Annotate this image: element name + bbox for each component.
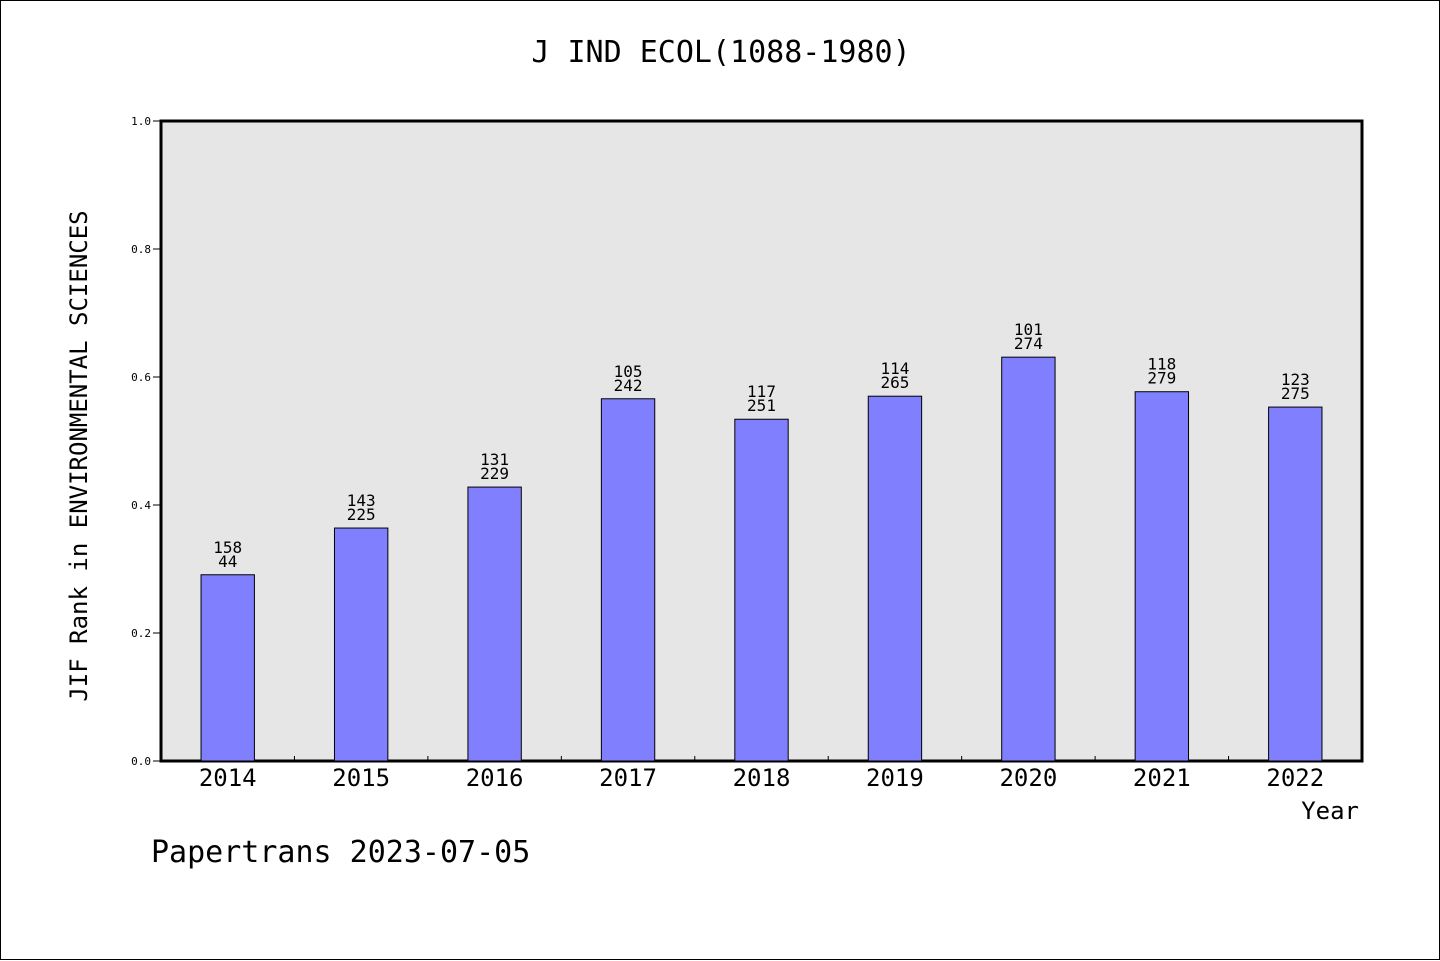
y-axis-label: JIF Rank in ENVIRONMENTAL SCIENCES [65,210,93,702]
bar-2021 [1134,391,1190,762]
chart-title: J IND ECOL(1088-1980) [531,35,911,70]
bar-2016 [467,486,522,762]
data-label-rank-2017: 105 [614,362,643,381]
bar-2018 [734,418,789,762]
data-label-rank-2018: 117 [747,382,776,401]
x-tick-label-2020: 2020 [999,764,1057,792]
bar-2022 [1268,406,1323,762]
x-tick-label-2017: 2017 [599,764,657,792]
x-tick-label-2016: 2016 [466,764,524,792]
x-tick-label-2021: 2021 [1133,764,1191,792]
x-tick-label-2022: 2022 [1266,764,1324,792]
y-tick-label-0.4: 0.4 [131,499,151,512]
data-label-rank-2016: 131 [480,450,509,469]
data-label-total-2015: 225 [347,505,376,524]
y-tick-label-0.6: 0.6 [131,371,151,384]
y-tick-label-0.8: 0.8 [131,243,151,256]
x-axis-label: Year [1301,797,1359,825]
data-label-total-2018: 251 [747,396,776,415]
footer-note: Papertrans 2023-07-05 [151,835,531,870]
bar-2020 [1001,356,1056,762]
data-label-rank-2019: 114 [880,359,909,378]
data-label-rank-2020: 101 [1014,320,1043,339]
data-label-rank-2014: 158 [213,538,242,557]
data-label-total-2017: 242 [614,376,643,395]
bar-2017 [600,398,656,762]
data-label-total-2022: 275 [1281,384,1310,403]
data-label-rank-2015: 143 [347,491,376,510]
x-tick-label-2018: 2018 [733,764,791,792]
y-tick-label-0.0: 0.0 [131,755,151,768]
data-label-rank-2021: 118 [1147,355,1176,374]
bar-2019 [867,395,923,762]
data-label-total-2021: 279 [1147,369,1176,388]
data-label-total-2020: 274 [1014,334,1043,353]
data-label-rank-2022: 123 [1281,370,1310,389]
y-tick-label-1.0: 1.0 [131,115,151,128]
data-label-total-2016: 229 [480,464,509,483]
x-tick-label-2014: 2014 [199,764,257,792]
x-tick-label-2015: 2015 [332,764,390,792]
bar-2015 [333,527,389,762]
data-label-total-2019: 265 [880,373,909,392]
data-label-total-2014: 44 [218,552,237,571]
y-tick-label-0.2: 0.2 [131,627,151,640]
bar-2014 [200,574,255,762]
x-tick-label-2019: 2019 [866,764,924,792]
